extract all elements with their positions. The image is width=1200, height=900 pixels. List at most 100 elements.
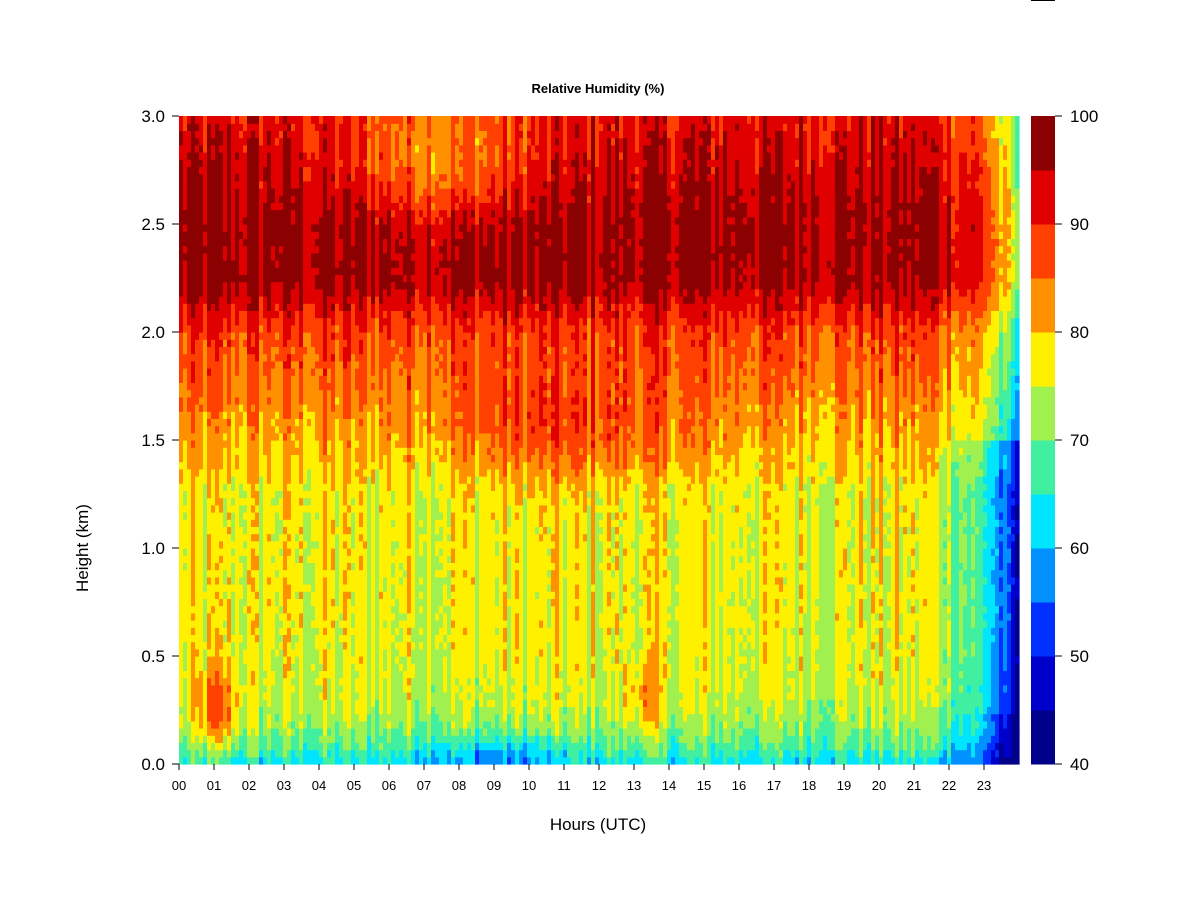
heatmap-cell xyxy=(195,116,200,124)
heatmap-cell xyxy=(327,116,332,124)
heatmap-cell xyxy=(391,353,396,362)
heatmap-cell xyxy=(199,663,204,671)
heatmap-cell xyxy=(367,245,372,254)
heatmap-cell xyxy=(263,252,268,261)
heatmap-cell xyxy=(339,360,344,369)
heatmap-cell xyxy=(363,447,368,455)
heatmap-cell xyxy=(223,684,228,693)
heatmap-cell xyxy=(219,396,224,405)
heatmap-cell xyxy=(243,202,248,211)
heatmap-cell xyxy=(339,569,344,578)
heatmap-cell xyxy=(355,267,360,275)
heatmap-cell xyxy=(299,569,304,578)
heatmap-cell xyxy=(327,353,332,362)
heatmap-cell xyxy=(363,663,368,671)
heatmap-cell xyxy=(391,396,396,405)
heatmap-cell xyxy=(347,288,352,297)
heatmap-cell xyxy=(255,562,260,571)
heatmap-cell xyxy=(295,447,300,455)
heatmap-cell xyxy=(391,346,396,355)
heatmap-cell xyxy=(355,188,360,196)
heatmap-cell xyxy=(347,756,352,765)
heatmap-cell xyxy=(311,576,316,585)
heatmap-cell xyxy=(323,188,328,196)
heatmap-cell xyxy=(367,216,372,225)
heatmap-cell xyxy=(323,447,328,455)
heatmap-cell xyxy=(291,288,296,297)
heatmap-cell xyxy=(183,195,188,203)
heatmap-cell xyxy=(391,663,396,671)
heatmap-cell xyxy=(295,749,300,758)
heatmap-cell xyxy=(387,159,392,167)
heatmap-cell xyxy=(315,375,320,383)
heatmap-cell xyxy=(351,260,356,268)
heatmap-cell xyxy=(183,526,188,535)
heatmap-cell xyxy=(335,389,340,398)
heatmap-cell xyxy=(291,692,296,700)
heatmap-cell xyxy=(251,130,256,139)
heatmap-cell xyxy=(267,382,272,391)
heatmap-cell xyxy=(283,533,288,542)
heatmap-cell xyxy=(271,432,276,441)
heatmap-cell xyxy=(335,368,340,376)
heatmap-cell xyxy=(291,274,296,283)
heatmap-cell xyxy=(223,620,228,628)
heatmap-cell xyxy=(319,324,324,333)
heatmap-cell xyxy=(207,130,212,139)
heatmap-cell xyxy=(291,663,296,671)
heatmap-cell xyxy=(327,692,332,700)
heatmap-cell xyxy=(387,324,392,333)
heatmap-cell xyxy=(391,245,396,254)
heatmap-cell xyxy=(287,634,292,643)
heatmap-cell xyxy=(343,548,348,556)
heatmap-cell xyxy=(255,742,260,751)
heatmap-cell xyxy=(271,598,276,607)
heatmap-cell xyxy=(255,713,260,722)
heatmap-cell xyxy=(255,360,260,369)
heatmap-cell xyxy=(255,137,260,146)
heatmap-cell xyxy=(183,317,188,326)
heatmap-cell xyxy=(255,735,260,743)
heatmap-cell xyxy=(295,368,300,376)
heatmap-cell xyxy=(367,180,372,189)
heatmap-cell xyxy=(343,490,348,499)
heatmap-cell xyxy=(367,274,372,283)
heatmap-cell xyxy=(383,195,388,203)
heatmap-cell xyxy=(311,533,316,542)
heatmap-cell xyxy=(283,454,288,463)
heatmap-cell xyxy=(383,231,388,239)
heatmap-cell xyxy=(367,728,372,736)
heatmap-cell xyxy=(315,404,320,412)
heatmap-cell xyxy=(299,684,304,693)
heatmap-cell xyxy=(339,166,344,175)
heatmap-cell xyxy=(215,756,220,765)
heatmap-cell xyxy=(319,130,324,139)
heatmap-cell xyxy=(371,303,376,311)
heatmap-cell xyxy=(195,548,200,556)
heatmap-cell xyxy=(291,670,296,679)
heatmap-cell xyxy=(379,382,384,391)
heatmap-cell xyxy=(371,620,376,628)
heatmap-cell xyxy=(323,440,328,448)
heatmap-cell xyxy=(275,749,280,758)
heatmap-cell xyxy=(191,310,196,319)
heatmap-cell xyxy=(203,512,208,520)
heatmap-cell xyxy=(267,519,272,527)
heatmap-cell xyxy=(219,173,224,182)
heatmap-cell xyxy=(291,353,296,362)
heatmap-cell xyxy=(295,425,300,434)
heatmap-cell xyxy=(243,274,248,283)
heatmap-cell xyxy=(307,504,312,513)
heatmap-cell xyxy=(203,260,208,268)
heatmap-cell xyxy=(243,598,248,607)
heatmap-cell xyxy=(251,231,256,239)
heatmap-cell xyxy=(355,483,360,491)
heatmap-cell xyxy=(359,627,364,635)
heatmap-cell xyxy=(243,296,248,304)
heatmap-cell xyxy=(351,742,356,751)
heatmap-cell xyxy=(275,245,280,254)
heatmap-cell xyxy=(379,490,384,499)
heatmap-cell xyxy=(347,432,352,441)
heatmap-cell xyxy=(355,281,360,290)
heatmap-cell xyxy=(363,648,368,657)
